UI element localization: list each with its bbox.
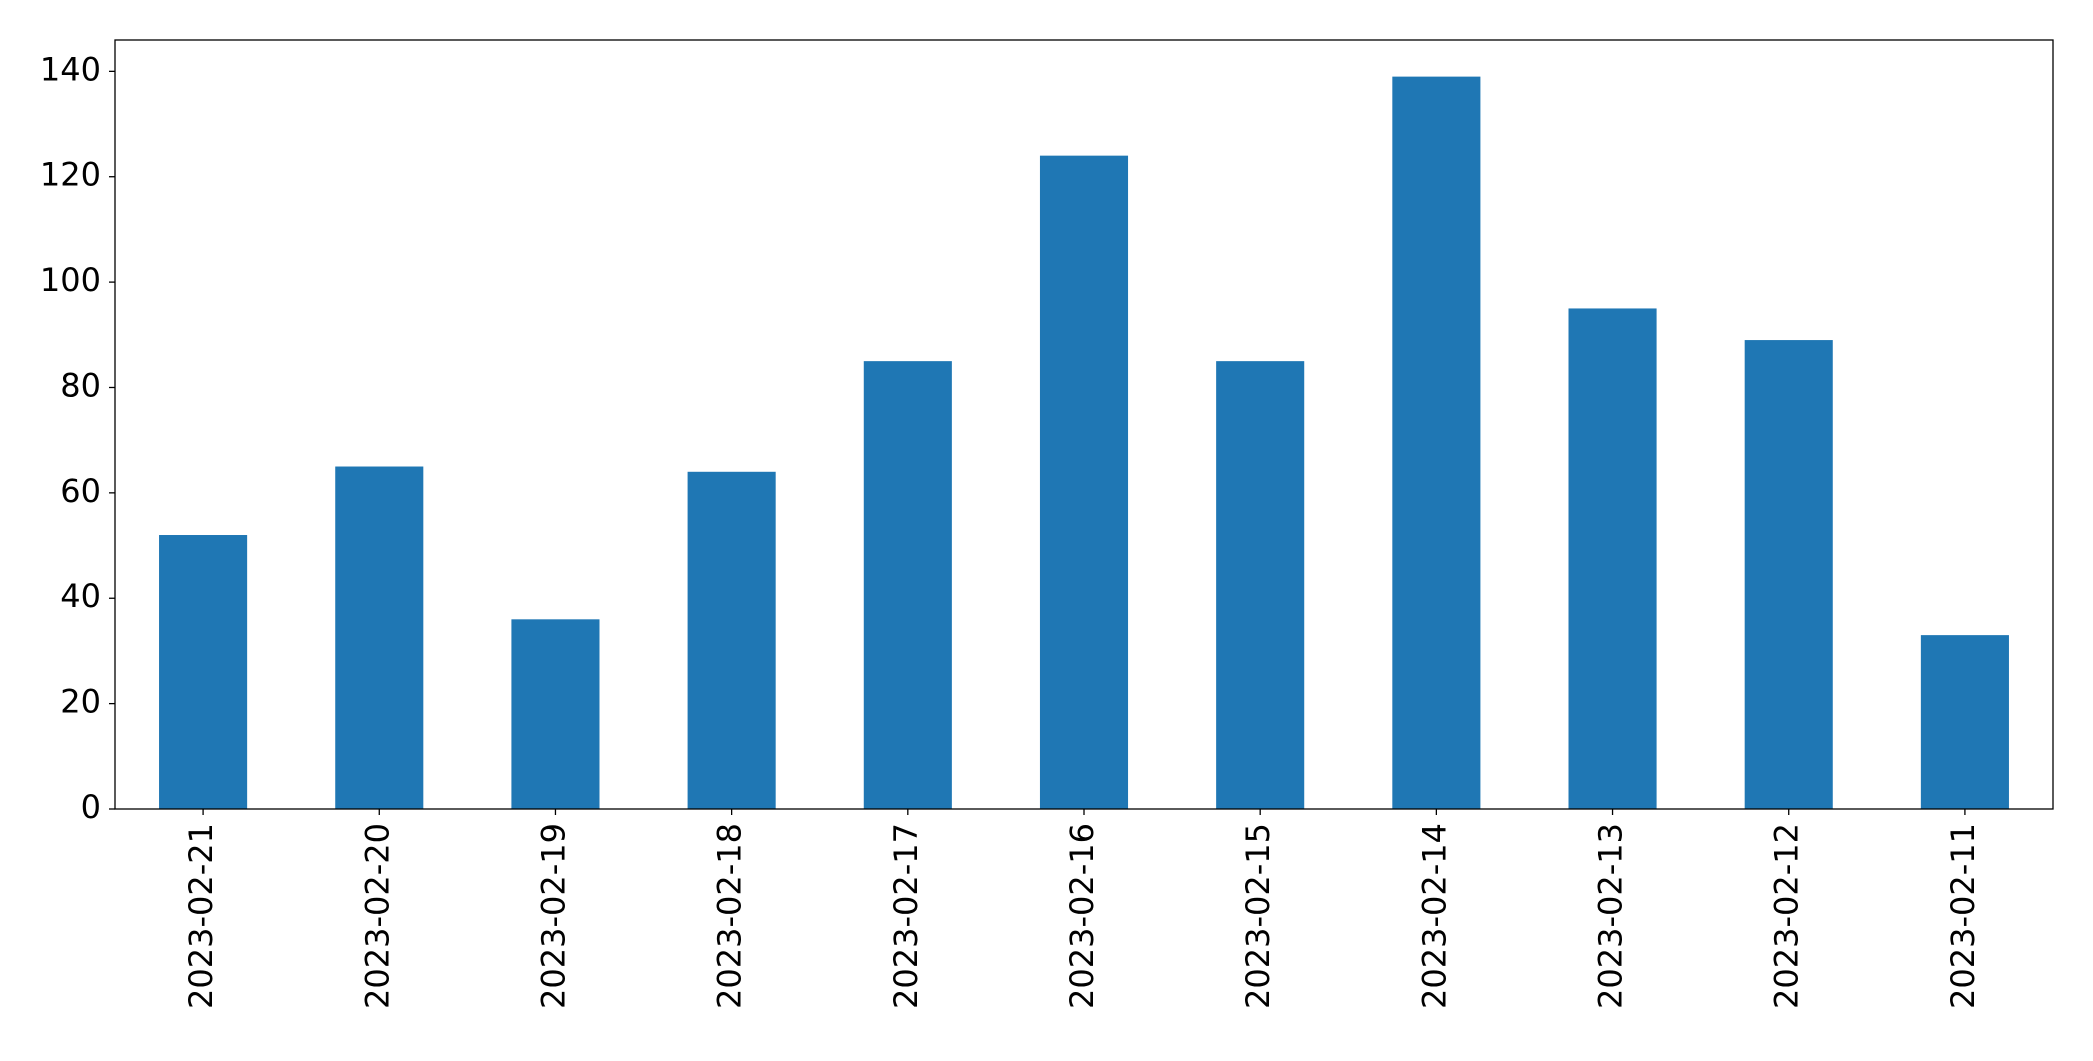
bar	[159, 535, 248, 809]
bar	[1392, 76, 1481, 810]
x-tick-label: 2023-02-14	[1415, 823, 1453, 1009]
bar	[1568, 308, 1657, 809]
y-tick-label: 40	[60, 577, 101, 615]
x-tick-label: 2023-02-12	[1768, 823, 1806, 1009]
bar	[863, 361, 952, 809]
y-tick-label: 100	[40, 261, 101, 299]
x-tick-label: 2023-02-11	[1944, 823, 1982, 1009]
x-tick-label: 2023-02-20	[358, 823, 396, 1009]
bar	[1216, 361, 1305, 809]
bar	[1039, 155, 1129, 810]
y-tick-label: 80	[60, 366, 101, 404]
bar	[687, 471, 776, 809]
y-tick-label: 140	[40, 50, 101, 88]
bar	[335, 466, 424, 809]
x-tick-label: 2023-02-15	[1239, 823, 1277, 1009]
x-tick-label: 2023-02-13	[1592, 823, 1630, 1009]
y-tick-label: 60	[60, 472, 101, 510]
y-tick-label: 120	[40, 156, 101, 194]
x-tick-label: 2023-02-18	[711, 823, 749, 1009]
y-tick-label: 0	[81, 788, 101, 826]
x-tick-label: 2023-02-19	[534, 823, 572, 1009]
x-tick-label: 2023-02-21	[182, 823, 220, 1009]
bar	[1744, 340, 1833, 809]
x-tick-label: 2023-02-17	[887, 823, 925, 1009]
y-tick-label: 20	[60, 683, 101, 721]
bar	[1920, 635, 2009, 809]
plot-frame	[114, 39, 2054, 810]
x-tick-label: 2023-02-16	[1063, 823, 1101, 1009]
bar	[511, 619, 600, 809]
